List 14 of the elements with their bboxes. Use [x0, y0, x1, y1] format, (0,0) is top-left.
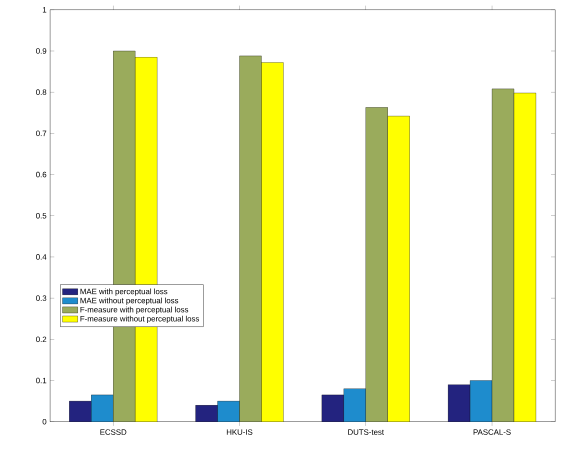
bar — [448, 384, 470, 422]
bar — [514, 92, 536, 422]
bar — [366, 107, 388, 422]
bar — [217, 400, 240, 422]
bar — [492, 88, 514, 422]
bar — [195, 405, 218, 422]
bar — [239, 56, 262, 422]
bar — [322, 394, 344, 422]
bar — [261, 62, 284, 422]
bar — [388, 116, 410, 422]
bar — [344, 388, 366, 422]
bar — [69, 400, 92, 422]
bar — [91, 394, 114, 422]
bar — [470, 380, 492, 422]
